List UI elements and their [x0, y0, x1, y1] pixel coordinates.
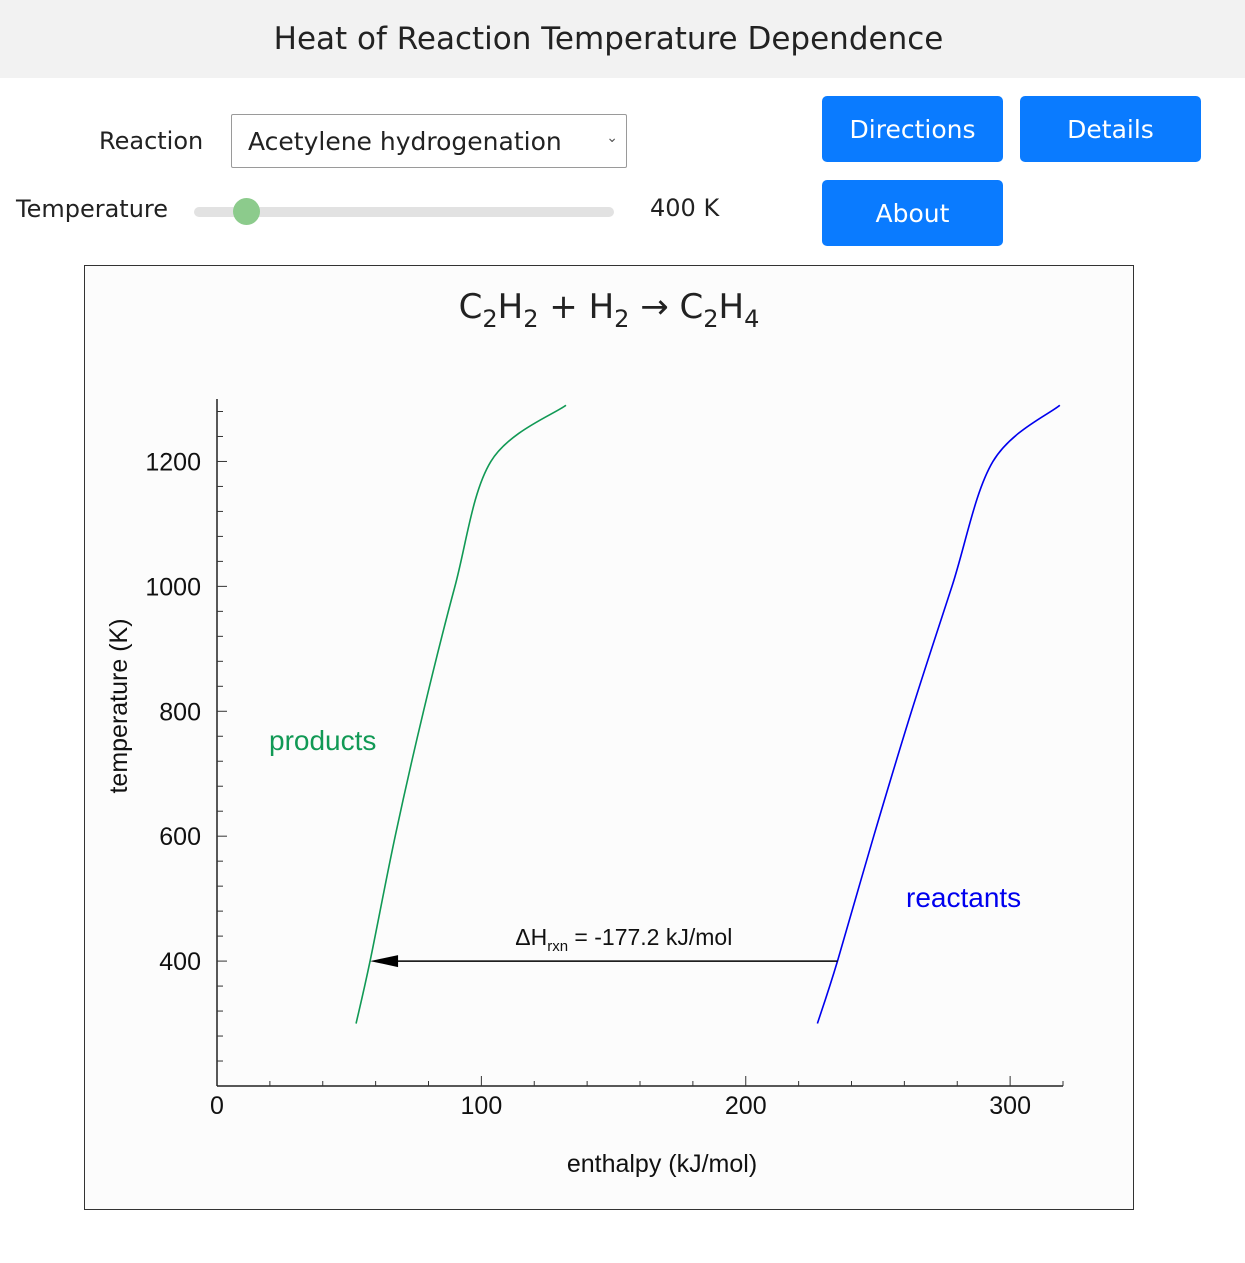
x-tick-label: 200: [725, 1092, 767, 1120]
y-axis-label: temperature (K): [105, 618, 133, 793]
chart-title-part: 2: [703, 305, 718, 333]
delta-h-annotation: ΔHrxn = -177.2 kJ/mol: [370, 924, 838, 968]
y-tick-label: 800: [159, 698, 201, 726]
chart-title-part: + H: [538, 287, 614, 327]
reaction-label: Reaction: [99, 127, 204, 155]
axes: 400 600 800 1000 1200 0 100 200 300: [145, 399, 1064, 1120]
delta-h-arrow-head: [370, 955, 399, 968]
reactants-label: reactants: [906, 882, 1021, 913]
page-title: Heat of Reaction Temperature Dependence: [273, 21, 944, 57]
y-tick-label: 1000: [145, 573, 201, 601]
products-line: [355, 404, 567, 1024]
chart-title-part: → C: [629, 287, 703, 327]
about-button[interactable]: About: [822, 180, 1003, 246]
y-tick-label: 400: [159, 948, 201, 976]
reaction-select-value: Acetylene hydrogenation: [248, 126, 562, 156]
series-group: [355, 404, 1061, 1024]
chart-title-part: 2: [614, 305, 629, 333]
chart-title-part: C: [459, 287, 483, 327]
temperature-value: 400 K: [650, 194, 720, 222]
delta-h-label: ΔHrxn = -177.2 kJ/mol: [515, 924, 732, 955]
x-tick-label: 300: [989, 1092, 1031, 1120]
y-tick-label: 1200: [145, 448, 201, 476]
chart-title-part: 2: [523, 305, 538, 333]
reactants-line: [816, 404, 1061, 1024]
details-button[interactable]: Details: [1020, 96, 1201, 162]
app-header: Heat of Reaction Temperature Dependence: [0, 0, 1245, 78]
products-label: products: [269, 725, 376, 756]
directions-button[interactable]: Directions: [822, 96, 1003, 162]
temperature-slider-track[interactable]: [194, 207, 614, 217]
temperature-slider-thumb[interactable]: [233, 198, 260, 225]
x-tick-label: 100: [461, 1092, 503, 1120]
x-tick-label: 0: [210, 1092, 224, 1120]
chart-title-part: 4: [744, 305, 759, 333]
chart-title-part: H: [498, 287, 524, 327]
chart-panel: C2H2 + H2 → C2H4 400 600 800 1000 1200 0 100 20…: [84, 265, 1134, 1210]
y-tick-label: 600: [159, 823, 201, 851]
reaction-select[interactable]: Acetylene hydrogenation ⌄: [231, 114, 627, 168]
chevron-down-icon: ⌄: [606, 130, 618, 146]
chart-title-part: 2: [482, 305, 497, 333]
temperature-label: Temperature: [16, 195, 169, 223]
x-axis-label: enthalpy (kJ/mol): [567, 1150, 757, 1178]
chart-title: C2H2 + H2 → C2H4: [459, 287, 760, 333]
chart-title-part: H: [719, 287, 745, 327]
